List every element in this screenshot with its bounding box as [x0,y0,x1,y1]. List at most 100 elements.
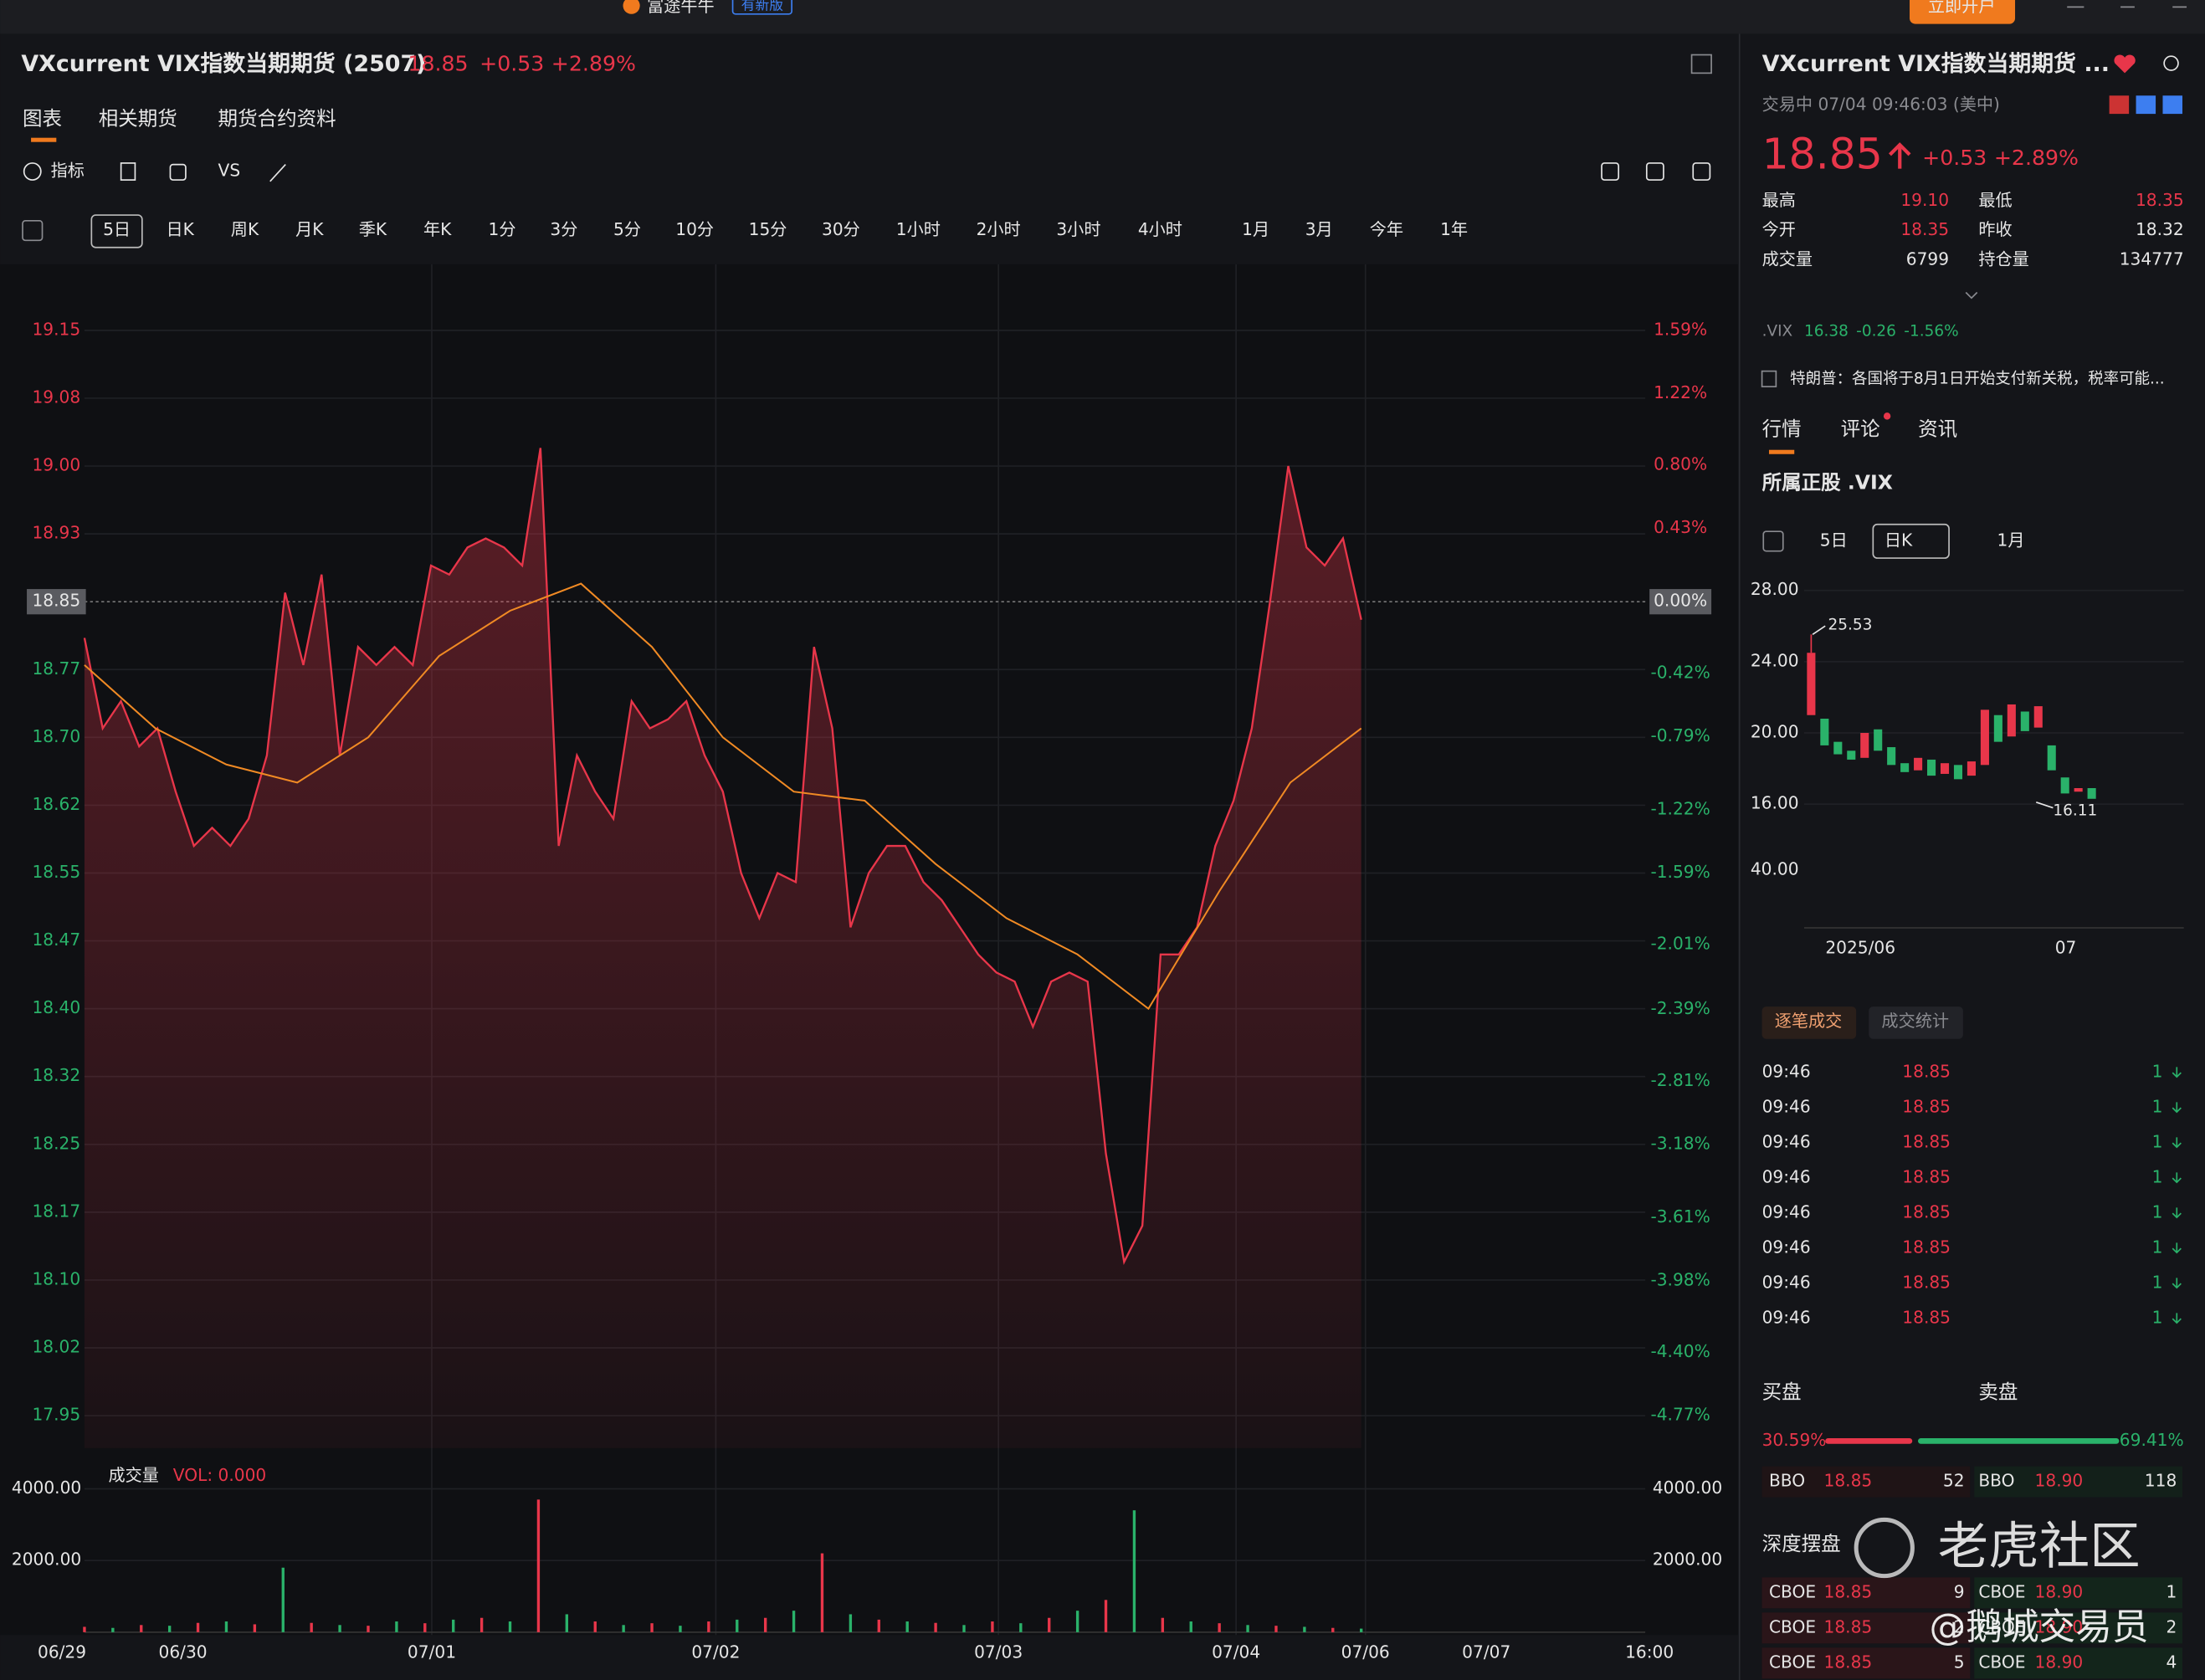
trade-tab[interactable]: 成交统计 [1881,1011,1949,1031]
trade-tab[interactable] [1869,1006,1963,1039]
y2-tick-label: -1.59% [1650,862,1710,882]
x-tick-label: 07/07 [1462,1642,1510,1662]
depth-cell: 1 [2166,1581,2177,1601]
stat-value: 134777 [2120,248,2184,269]
bbo: 118 [2145,1471,2177,1491]
quote-title: VXcurrent VIX指数当期期货 (2507) [21,50,426,77]
side-tab[interactable]: 行情 [1762,417,1802,441]
depth-cell: 18.85 [1824,1581,1873,1601]
period[interactable]: 年K [423,219,452,239]
favorite[interactable] [2114,54,2136,74]
period[interactable]: 月K [295,219,324,239]
trade-price: 18.85 [1902,1202,1951,1222]
period[interactable]: 30分 [822,219,860,239]
period[interactable]: 周K [231,219,259,239]
period[interactable]: 日K [167,219,195,239]
period[interactable]: 3月 [1305,219,1333,239]
period[interactable]: 2小时 [977,219,1021,239]
period[interactable]: 3小时 [1056,219,1100,239]
stat-value: 6799 [1906,248,1949,269]
side-tab[interactable]: 评论 [1841,417,1880,441]
news-icon [1761,370,1777,387]
chart-tool[interactable] [1692,162,1711,181]
volume-bar [338,1625,341,1632]
trade-time: 09:46 [1762,1097,1811,1117]
bell[interactable] [2163,55,2179,71]
mini-period[interactable] [1762,530,1784,552]
volume-bar [877,1619,880,1632]
period[interactable]: 今年 [1370,219,1403,239]
period[interactable]: 3分 [550,219,577,239]
tool[interactable]: 指标 [51,161,85,181]
trade-price: 18.85 [1902,1097,1951,1117]
app-logo [623,0,640,14]
mini-period[interactable]: 1月 [1997,530,2025,550]
tool[interactable]: VS [218,161,241,181]
ask-label: 卖盘 [1978,1380,2018,1404]
period-selector[interactable] [22,219,44,242]
candle-body [1807,653,1816,715]
tab[interactable]: 图表 [23,106,62,130]
period[interactable]: 1月 [1242,219,1269,239]
x-tick-label: 07/03 [974,1642,1023,1662]
period[interactable]: 5分 [613,219,641,239]
tab[interactable]: 相关期货 [99,106,177,130]
trade-tab-active[interactable] [1761,1006,1857,1039]
volume-bar [962,1625,966,1632]
expand[interactable] [1965,291,1978,300]
chart-tool[interactable] [1601,162,1620,181]
open-account[interactable]: 立即开户 [1928,0,1996,16]
up-arrow [1889,142,1911,169]
tab[interactable]: 期货合约资料 [218,106,336,130]
volume-bar [452,1619,455,1632]
volume-bar [508,1621,512,1632]
app-name: 富途牛牛 [647,0,715,16]
period[interactable]: 15分 [749,219,787,239]
ask-pct: 69.41% [2120,1430,2184,1450]
volume-bar [1048,1617,1051,1632]
y-tick-label: 18.93 [32,523,80,543]
side-tab[interactable]: 资讯 [1918,417,1957,441]
y2-tick-label: -2.39% [1650,998,1710,1018]
period[interactable]: 4小时 [1138,219,1182,239]
news[interactable]: 特朗普：各国将于8月1日开始支付新关税，税率可能... [1790,371,2164,388]
candle-body [1900,763,1910,772]
mini-y-label: 40.00 [1751,859,1799,879]
trade-price: 18.85 [1902,1062,1951,1082]
annot-line [1812,625,1826,636]
depth-cell: 18.90 [2035,1652,2084,1672]
tool-icon[interactable] [120,162,136,181]
sidebar-toggle[interactable] [1690,54,1712,74]
period[interactable]: 季K [359,219,387,239]
status: 交易中 07/04 09:46:03 (美中) [1762,95,2000,115]
candle-body [1967,761,1976,776]
period[interactable]: 1小时 [896,219,941,239]
stat-label: 最低 [1978,190,2012,210]
period[interactable]: 5日 [103,219,131,239]
trade-price: 18.85 [1902,1132,1951,1152]
chart-tool[interactable] [1645,162,1664,181]
depth-bg [1761,1577,1971,1609]
period[interactable]: 1分 [489,219,516,239]
trade-time: 09:46 [1762,1167,1811,1187]
period[interactable]: 1年 [1440,219,1468,239]
tool-icon[interactable] [269,164,286,182]
volume-bar [1075,1611,1079,1632]
volume-bar [1161,1617,1165,1632]
change: +0.53 [479,51,544,75]
section-title: 所属正股 .VIX [1762,471,1893,494]
bbo: BBO [1769,1471,1805,1491]
x-tick-label: 07/06 [1341,1642,1390,1662]
mini-period[interactable]: 5日 [1820,530,1848,550]
stat-label: 成交量 [1762,248,1813,269]
trade-tab[interactable]: 逐笔成交 [1775,1011,1843,1031]
y-tick-label: 19.15 [32,319,80,339]
volume-bar [707,1621,710,1632]
tool-icon[interactable] [169,163,187,181]
mini-period[interactable]: 日K [1885,530,1913,550]
period[interactable]: 10分 [675,219,714,239]
open-button[interactable] [1910,0,2016,24]
volume-bar [820,1553,824,1632]
tool-icon[interactable] [23,162,42,181]
depth-cell: 4 [2166,1652,2177,1672]
